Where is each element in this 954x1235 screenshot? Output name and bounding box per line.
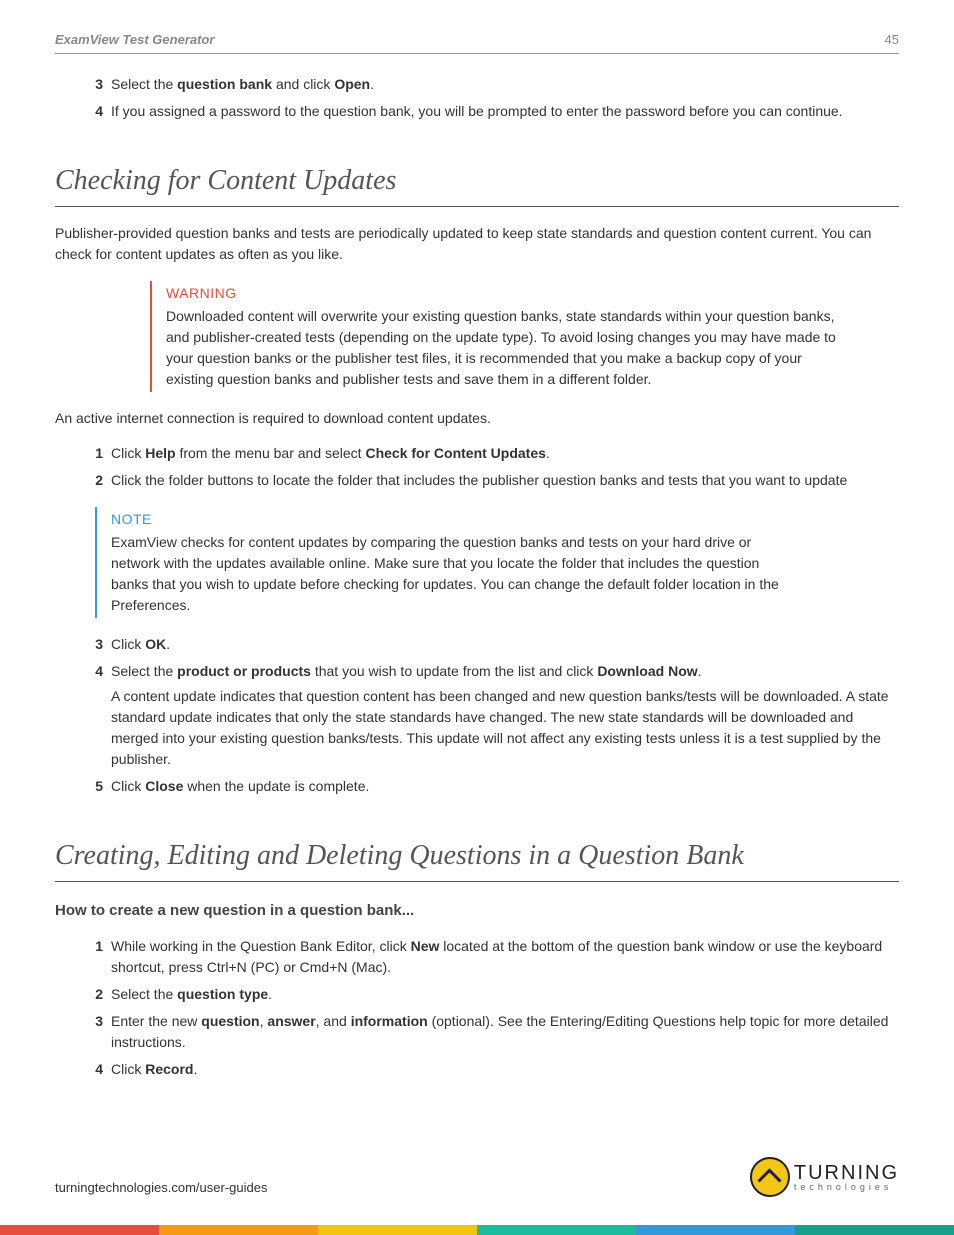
page-number: 45 [885, 30, 899, 50]
stripe-segment [159, 1225, 318, 1235]
step-text: Select the product or products that you … [111, 663, 702, 679]
step-text: Click Record. [111, 1061, 197, 1077]
step-text: If you assigned a password to the questi… [111, 103, 843, 119]
subsection-heading: How to create a new question in a questi… [55, 900, 899, 923]
step-number: 3 [83, 1011, 103, 1032]
step-text: Select the question type. [111, 986, 272, 1002]
step-text: Click Close when the update is complete. [111, 778, 369, 794]
stripe-segment [0, 1225, 159, 1235]
stripe-segment [795, 1225, 954, 1235]
turning-logo-text: TURNING technologies [794, 1163, 899, 1192]
step-item: 5 Click Close when the update is complete… [83, 776, 899, 797]
step-item: 1 While working in the Question Bank Edit… [83, 936, 899, 978]
top-steps-list: 3 Select the question bank and click Open… [55, 74, 899, 122]
step-text: Click the folder buttons to locate the f… [111, 472, 847, 488]
step-text: Select the question bank and click Open. [111, 76, 374, 92]
step-number: 3 [83, 634, 103, 655]
step-text: While working in the Question Bank Edito… [111, 938, 882, 975]
step-item: 3 Enter the new question, answer, and inf… [83, 1011, 899, 1053]
section1-steps-b: 3 Click OK. 4 Select the product or product… [55, 634, 899, 797]
section1-intro: Publisher-provided question banks and te… [55, 223, 899, 265]
logo-main: TURNING [794, 1163, 899, 1183]
note-text: ExamView checks for content updates by c… [111, 532, 785, 616]
step-number: 4 [83, 661, 103, 682]
warning-callout: WARNING Downloaded content will overwrit… [150, 281, 850, 392]
step-number: 2 [83, 984, 103, 1005]
header-title: ExamView Test Generator [55, 30, 214, 50]
step-number: 5 [83, 776, 103, 797]
page-header: ExamView Test Generator 45 [55, 30, 899, 54]
step-text: Click Help from the menu bar and select … [111, 445, 550, 461]
bottom-stripe [0, 1225, 954, 1235]
page-footer: turningtechnologies.com/user-guides TURN… [55, 1157, 899, 1197]
stripe-segment [477, 1225, 636, 1235]
warning-label: WARNING [166, 283, 840, 304]
step-number: 4 [83, 1059, 103, 1080]
section2-steps: 1 While working in the Question Bank Edit… [55, 936, 899, 1080]
page-content: ExamView Test Generator 45 3Select the q… [0, 0, 954, 1080]
step-item: 4 Select the product or products that you… [83, 661, 899, 770]
section-heading-updates: Checking for Content Updates [55, 160, 899, 207]
warning-text: Downloaded content will overwrite your e… [166, 306, 840, 390]
stripe-segment [318, 1225, 477, 1235]
section-heading-questions: Creating, Editing and Deleting Questions… [55, 835, 899, 882]
turning-logo-icon [750, 1157, 790, 1197]
footer-url: turningtechnologies.com/user-guides [55, 1178, 267, 1198]
note-callout: NOTE ExamView checks for content updates… [95, 507, 795, 618]
step-item: 2 Click the folder buttons to locate the … [83, 470, 899, 491]
step-number: 4 [83, 101, 103, 122]
step-number: 3 [83, 74, 103, 95]
step-item: 4 Click Record. [83, 1059, 899, 1080]
note-label: NOTE [111, 509, 785, 530]
section1-steps-a: 1 Click Help from the menu bar and select… [55, 443, 899, 491]
step-text: Enter the new question, answer, and info… [111, 1013, 888, 1050]
step-subtext: A content update indicates that question… [111, 686, 899, 770]
step-item: 3 Select the question bank and click Open… [83, 74, 899, 95]
step-number: 1 [83, 936, 103, 957]
footer-logo: TURNING technologies [750, 1157, 899, 1197]
step-text: Click OK. [111, 636, 170, 652]
step-item: 4 If you assigned a password to the quest… [83, 101, 899, 122]
step-item: 3 Click OK. [83, 634, 899, 655]
step-number: 1 [83, 443, 103, 464]
after-warning-text: An active internet connection is require… [55, 408, 899, 429]
step-item: 2 Select the question type. [83, 984, 899, 1005]
stripe-segment [636, 1225, 795, 1235]
step-number: 2 [83, 470, 103, 491]
logo-sub: technologies [794, 1183, 899, 1192]
step-item: 1 Click Help from the menu bar and select… [83, 443, 899, 464]
